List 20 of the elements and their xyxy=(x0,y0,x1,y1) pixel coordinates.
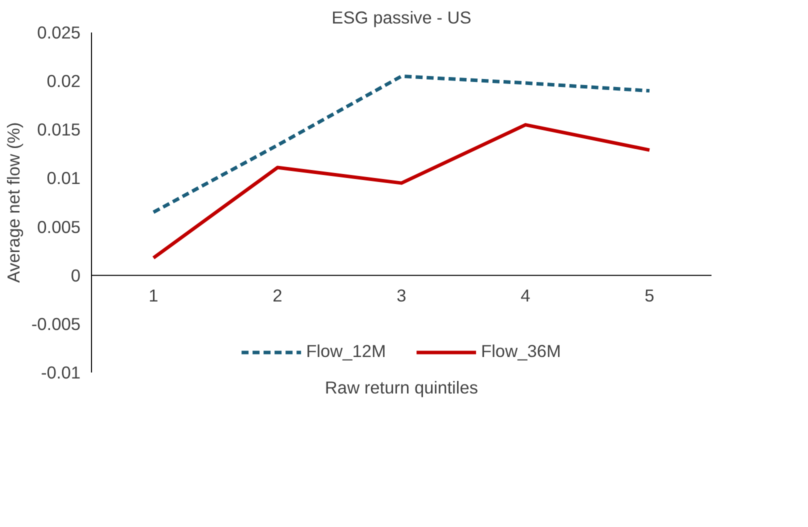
x-tick-label: 5 xyxy=(644,285,654,306)
y-tick-label: 0.025 xyxy=(37,22,81,42)
x-tick-label: 2 xyxy=(272,285,282,306)
y-tick-label: 0.01 xyxy=(46,168,81,188)
x-tick-label: 3 xyxy=(396,285,406,306)
line-series xyxy=(152,123,652,260)
y-tick-label: -0.005 xyxy=(31,314,81,334)
x-tick-label: 1 xyxy=(148,285,158,306)
line-series xyxy=(152,74,652,214)
y-tick-label: 0.005 xyxy=(37,216,81,237)
x-tick-label: 4 xyxy=(520,285,531,306)
chart-title: ESG passive - US xyxy=(332,8,472,28)
y-tick-label: 0 xyxy=(70,265,81,286)
y-tick-label: -0.01 xyxy=(41,362,81,382)
y-tick-label: 0.02 xyxy=(46,71,81,92)
x-axis-title: Raw return quintiles xyxy=(324,378,478,398)
y-axis-title: Average net flow (%) xyxy=(3,122,24,283)
legend-label: Flow_12M xyxy=(306,341,386,362)
legend-label: Flow_36M xyxy=(481,341,561,362)
y-tick-label: 0.015 xyxy=(37,120,81,140)
